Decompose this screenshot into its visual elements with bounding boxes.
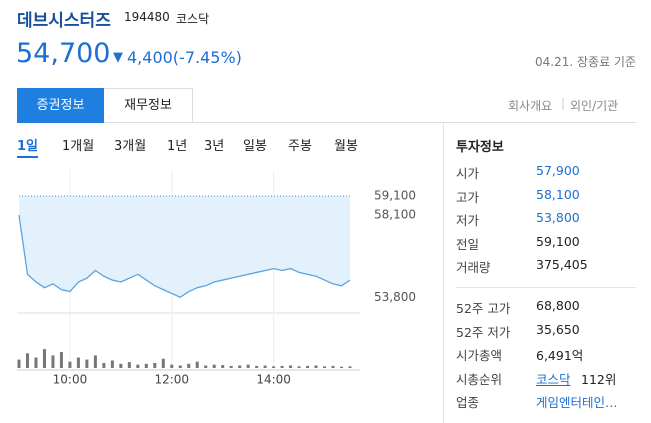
volume-bar [331,365,335,368]
info-label: 시가총액 [456,348,503,363]
info-label: 전일 [456,236,480,252]
info-value: 35,650 [536,321,580,337]
volume-bar [127,362,131,368]
period-tab[interactable]: 주봉 [288,139,312,154]
x-tick-label: 14:00 [256,373,291,387]
volume-bar [272,366,276,368]
period-tab[interactable]: 1개월 [62,139,95,154]
volume-bar [212,364,216,368]
volume-bar [102,362,106,368]
info-title: 투자정보 [456,140,504,155]
y-tick-label: 59,100 [374,189,416,203]
separator: | [561,96,566,110]
volume-bar [187,363,191,368]
period-tab[interactable]: 월봉 [334,139,358,154]
chart: 10:00 12:00 14:00 59,100 58,100 53,800 [17,170,416,387]
volume-bar [110,360,114,368]
period-tab[interactable]: 1년 [167,139,188,154]
tab-bar [17,88,636,123]
volume-bar [221,365,225,368]
volume-bar [144,363,148,368]
volume-bar [306,365,310,368]
volume-bar [255,365,259,368]
stock-code: 194480 [124,10,170,24]
tab[interactable]: 재무정보 [104,88,193,123]
stock-name[interactable]: 데브시스터즈 [17,11,111,31]
volume-bar [17,359,21,368]
volume-bar [85,359,89,368]
period-tab[interactable]: 3개월 [114,139,147,154]
info-value[interactable]: 58,100 [536,186,580,202]
volume-bar [119,363,123,368]
volume-bar [59,352,63,368]
info-label: 거래량 [456,260,491,275]
volume-bar [289,365,293,368]
change: 4,400(-7.45%) [127,48,242,67]
divider [443,123,444,423]
link[interactable]: 회사개요 [508,99,553,113]
volume-bar [297,366,301,368]
change-arrow: ▼ [113,50,123,65]
volume-bar [348,366,352,368]
period-tab[interactable]: 3년 [204,139,225,154]
y-tick-label: 53,800 [374,290,416,304]
info-value: 112위 [581,371,617,387]
info-value: 6,491억 [536,348,584,363]
volume-bar [323,366,327,368]
volume-bar [93,355,97,368]
info-label: 저가 [456,213,480,228]
volume-bar [263,365,267,368]
volume-bar [153,362,157,368]
y-tick-label: 58,100 [374,208,416,222]
volume-bar [25,353,29,368]
period-tab[interactable]: 1일 [17,135,39,158]
info-label: 시가 [456,166,480,181]
volume-bar [204,365,208,368]
volume-bar [161,358,165,368]
info-label: 시총순위 [456,371,503,387]
volume-bar [136,364,140,368]
volume-bar [68,361,72,368]
volume-bar [314,365,318,368]
volume-bar [340,366,344,368]
x-tick-label: 12:00 [154,373,189,387]
info-label: 고가 [456,189,480,205]
info-value[interactable]: 53,800 [536,210,580,225]
volume-bar [34,357,38,368]
info-value: 68,800 [536,298,580,313]
volume-bar [76,357,80,368]
volume-bar [238,365,242,368]
volume-bar [229,365,233,368]
info-label: 52주 저가 [456,324,511,340]
tab-active[interactable]: 증권정보 [17,88,104,123]
info-divider [456,287,636,288]
info-value: 375,405 [536,257,588,272]
area-fill [19,196,350,298]
volume-bar [246,364,250,368]
period-tab[interactable]: 일봉 [243,139,267,154]
link[interactable]: 외인/기관 [570,99,619,113]
volume-bar [178,365,182,368]
info-value[interactable]: 코스닥 [536,371,571,387]
info-label: 52주 고가 [456,301,511,316]
volume-bar [170,364,174,368]
price-line [18,215,351,299]
info-value: 59,100 [536,233,580,249]
market: 코스닥 [176,12,210,26]
price: 54,700 [16,38,111,69]
info-value[interactable]: 게임엔터테인… [536,395,618,410]
x-tick-label: 10:00 [53,373,88,387]
volume-bar [195,361,199,368]
volume-bar [280,365,284,368]
info-label: 업종 [456,395,480,410]
date: 04.21. 장종료 기준 [535,55,636,69]
volume-bar [42,349,46,368]
info-value[interactable]: 57,900 [536,163,580,178]
volume-bar [51,355,55,368]
